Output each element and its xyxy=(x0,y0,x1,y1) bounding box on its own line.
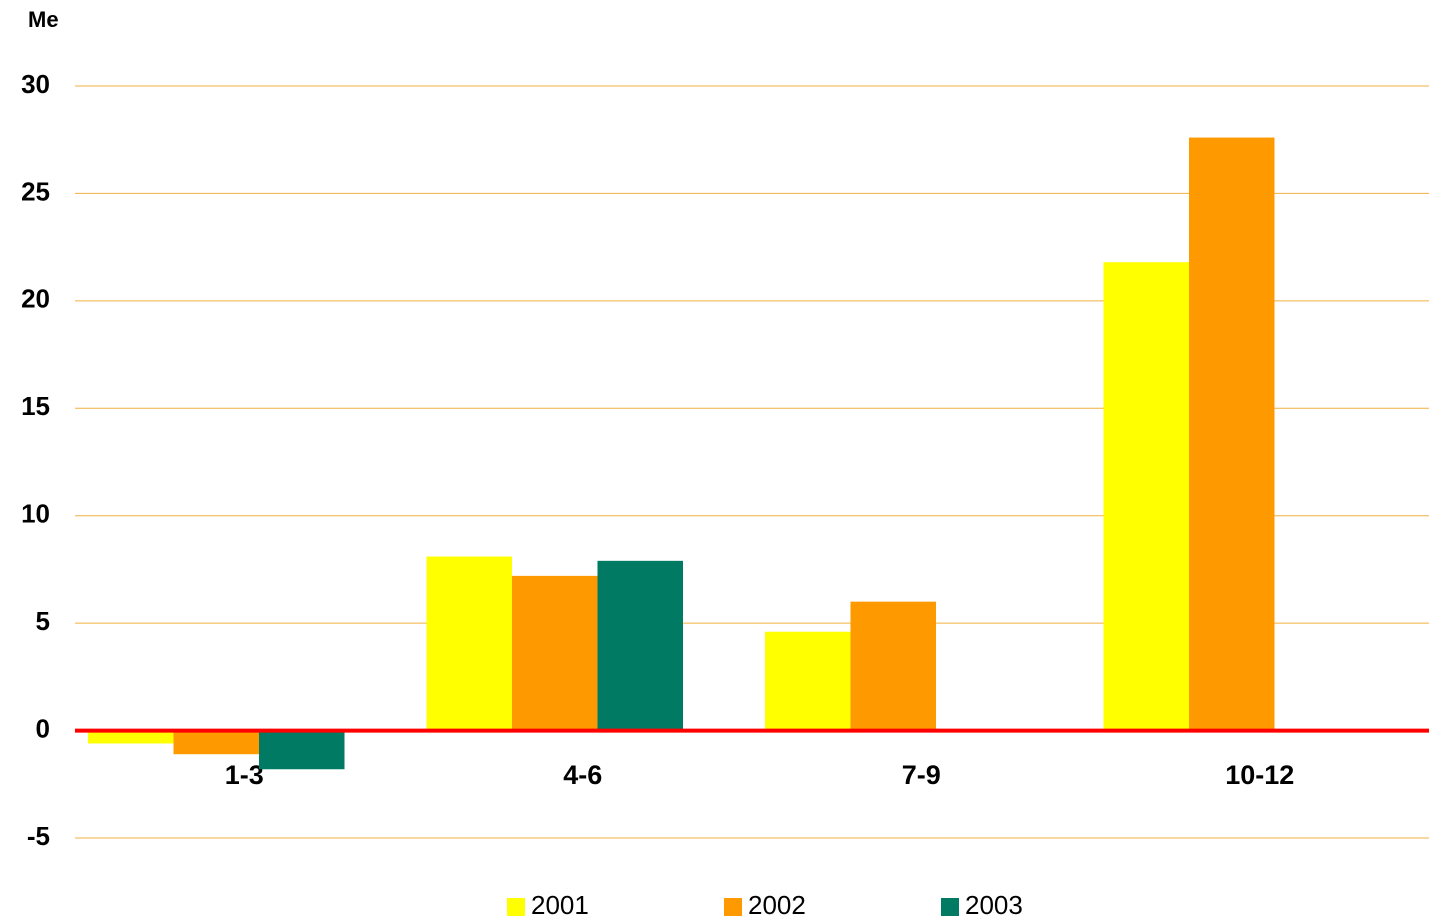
legend-label: 2003 xyxy=(965,890,1023,920)
legend-label: 2001 xyxy=(531,890,589,920)
legend-swatch xyxy=(724,898,742,916)
x-tick-label: 10-12 xyxy=(1225,760,1294,790)
bar xyxy=(1103,262,1189,731)
y-tick-label: 10 xyxy=(21,499,50,529)
y-tick-label: 15 xyxy=(21,391,50,421)
bar xyxy=(597,560,683,731)
bar xyxy=(512,575,598,731)
bar xyxy=(173,730,259,755)
y-tick-label: 5 xyxy=(36,606,50,636)
legend-swatch xyxy=(941,898,959,916)
x-tick-label: 7-9 xyxy=(902,760,941,790)
y-tick-label: 30 xyxy=(21,69,50,99)
bar xyxy=(1189,137,1275,731)
bar xyxy=(850,601,936,731)
y-tick-label: 20 xyxy=(21,284,50,314)
legend-label: 2002 xyxy=(748,890,806,920)
x-tick-label: 4-6 xyxy=(563,760,602,790)
y-tick-label: 25 xyxy=(21,176,50,206)
y-tick-label: 0 xyxy=(36,713,50,743)
bar xyxy=(88,730,174,744)
y-axis-label: Me xyxy=(28,7,59,32)
bar xyxy=(765,631,851,731)
bar xyxy=(426,556,512,731)
x-tick-label: 1-3 xyxy=(225,760,264,790)
legend-swatch xyxy=(507,898,525,916)
y-tick-label: -5 xyxy=(27,821,50,851)
bar xyxy=(259,730,345,770)
